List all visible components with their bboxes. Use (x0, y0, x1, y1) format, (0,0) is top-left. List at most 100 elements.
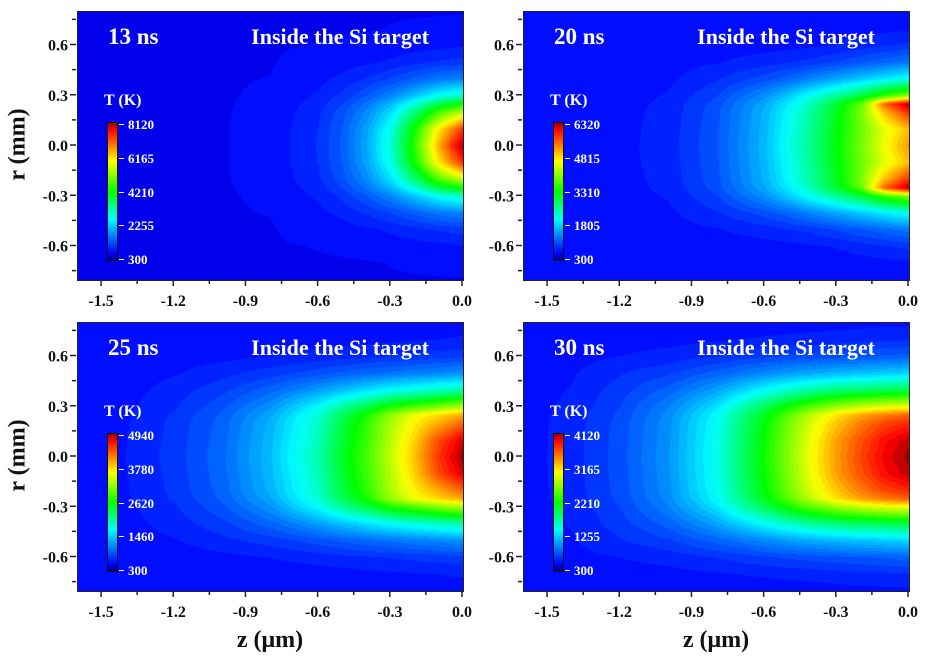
x-tick-label: -1.5 (534, 293, 559, 310)
colorbar (107, 433, 118, 572)
colorbar-tick (119, 124, 124, 125)
x-tick-label: -1.2 (607, 604, 632, 621)
y-tick-label: 0.0 (48, 449, 68, 466)
x-tick-label: -0.9 (233, 604, 258, 621)
colorbar-tick (119, 157, 124, 159)
heatmap-25ns (78, 323, 463, 591)
annotation: Inside the Si target (251, 24, 429, 49)
panel-25ns: 25 ns Inside the Si target T (K) 4940 378… (77, 322, 464, 592)
colorbar-tick-label: 4120 (574, 428, 600, 443)
y-tick-label: -0.3 (43, 499, 68, 516)
x-tick-label: 0.0 (898, 604, 918, 621)
colorbar-tick-label: 2210 (574, 495, 600, 511)
colorbar-tick (565, 536, 570, 538)
annotation: Inside the Si target (697, 24, 875, 49)
y-tick-label: -0.3 (489, 188, 514, 205)
colorbar-tick (119, 502, 124, 504)
x-tick-label: -0.6 (751, 293, 776, 310)
x-tick-label: 0.0 (898, 293, 918, 310)
y-tick-label: 0.6 (48, 349, 68, 366)
colorbar-tick-label: 3780 (128, 461, 154, 477)
y-tick-label: -0.6 (489, 550, 514, 567)
colorbar-tick (565, 468, 570, 470)
colorbar-tick-label: 4210 (128, 184, 154, 200)
colorbar-tick (119, 468, 124, 470)
y-axis-title-top: r (mm) (4, 108, 31, 181)
colorbar-tick (119, 435, 124, 436)
y-tick-label: -0.3 (43, 188, 68, 205)
x-tick-label: 0.0 (452, 293, 472, 310)
panel-20ns: 20 ns Inside the Si target T (K) 6320 481… (523, 11, 910, 281)
colorbar-tick-label: 1805 (574, 218, 600, 234)
time-label: 30 ns (554, 335, 605, 360)
y-tick-label: -0.6 (43, 239, 68, 256)
colorbar-title: T (K) (104, 92, 142, 109)
y-tick-label: 0.0 (48, 138, 68, 155)
x-tick-label: -0.3 (377, 604, 402, 621)
x-tick-label: -1.2 (161, 604, 186, 621)
x-axis-title-right: z (μm) (682, 627, 750, 653)
colorbar-tick (565, 157, 570, 159)
colorbar-tick-label: 300 (128, 563, 148, 578)
colorbar-tick-label: 4940 (128, 428, 154, 443)
x-axis-title-left: z (μm) (236, 627, 304, 653)
colorbar-title: T (K) (550, 92, 588, 109)
colorbar (107, 122, 118, 261)
y-axis-title-bottom: r (mm) (4, 419, 31, 492)
colorbar-tick (119, 259, 124, 260)
time-label: 25 ns (108, 335, 159, 360)
x-tick-label: -0.9 (679, 293, 704, 310)
y-tick-label: -0.6 (43, 550, 68, 567)
colorbar-tick (119, 570, 124, 571)
annotation: Inside the Si target (251, 335, 429, 360)
colorbar-tick-label: 300 (574, 252, 594, 267)
colorbar-tick (565, 570, 570, 571)
panel-30ns: 30 ns Inside the Si target T (K) 4120 316… (523, 322, 910, 592)
y-tick-label: 0.3 (48, 399, 68, 416)
colorbar (553, 122, 564, 261)
colorbar-tick (565, 124, 570, 125)
colorbar-tick (119, 191, 124, 193)
heatmap-30ns (524, 323, 909, 591)
x-tick-label: -0.6 (305, 604, 330, 621)
colorbar-tick-label: 3310 (574, 184, 600, 200)
x-tick-label: -1.5 (534, 604, 559, 621)
heatmap-20ns (524, 12, 909, 280)
colorbar-tick (565, 502, 570, 504)
panel-13ns: 13 ns Inside the Si target T (K) 8120 616… (77, 11, 464, 281)
time-label: 13 ns (108, 24, 159, 49)
colorbar-tick-label: 6320 (574, 117, 600, 132)
x-tick-label: -1.2 (607, 293, 632, 310)
x-tick-label: -0.3 (823, 604, 848, 621)
x-tick-label: -1.5 (88, 293, 113, 310)
y-tick-label: 0.3 (48, 88, 68, 105)
colorbar-tick-label: 1460 (128, 529, 154, 545)
colorbar-tick (565, 435, 570, 436)
colorbar-title: T (K) (550, 403, 588, 420)
colorbar-tick-label: 4815 (574, 150, 600, 166)
colorbar-tick-label: 3165 (574, 461, 600, 477)
colorbar-tick (565, 259, 570, 260)
colorbar-tick-label: 300 (574, 563, 594, 578)
heatmap-13ns (78, 12, 463, 280)
y-tick-label: 0.0 (494, 138, 514, 155)
colorbar-title: T (K) (104, 403, 142, 420)
annotation: Inside the Si target (697, 335, 875, 360)
y-tick-label: -0.6 (489, 239, 514, 256)
y-tick-label: 0.6 (494, 38, 514, 55)
time-label: 20 ns (554, 24, 605, 49)
colorbar-tick-label: 6165 (128, 150, 154, 166)
colorbar-tick-label: 2620 (128, 495, 154, 511)
x-tick-label: -1.5 (88, 604, 113, 621)
x-tick-label: -0.6 (751, 604, 776, 621)
colorbar-tick-label: 300 (128, 252, 148, 267)
x-tick-label: -0.3 (377, 293, 402, 310)
y-tick-label: 0.6 (494, 349, 514, 366)
colorbar-tick (565, 191, 570, 193)
colorbar-tick-label: 2255 (128, 218, 154, 234)
colorbar (553, 433, 564, 572)
colorbar-tick (119, 536, 124, 538)
colorbar-tick (565, 225, 570, 227)
x-tick-label: -1.2 (161, 293, 186, 310)
